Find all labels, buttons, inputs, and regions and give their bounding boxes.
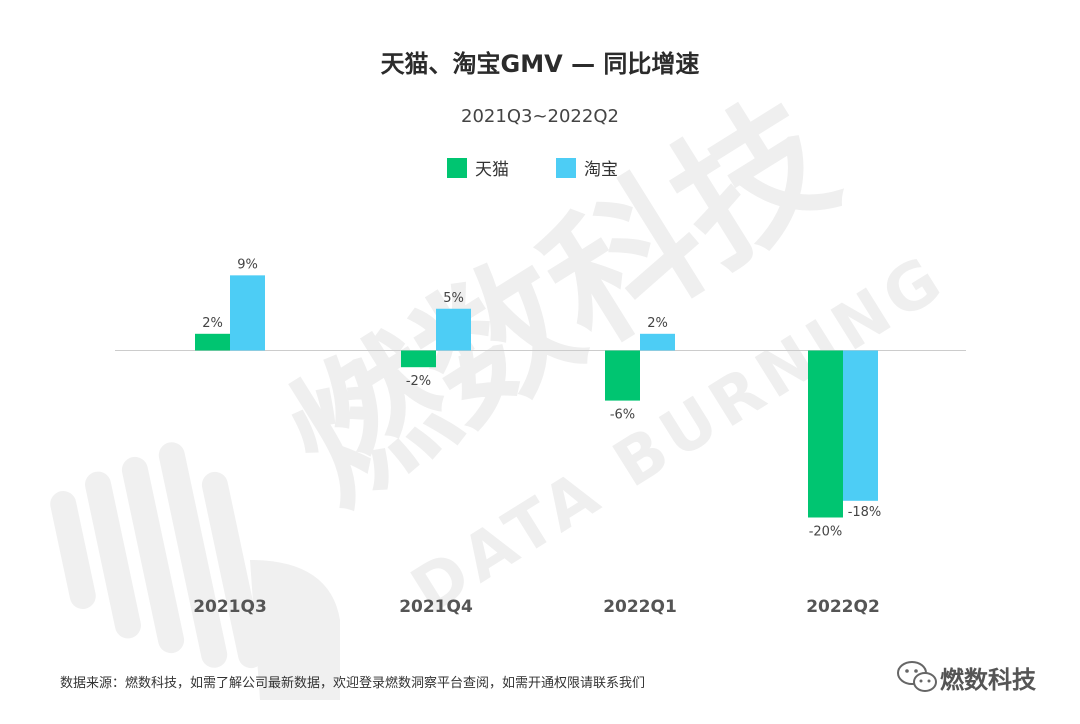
category-label-2021Q4: 2021Q4 [399, 597, 473, 617]
data-label-taobao-2022Q2: -18% [848, 505, 882, 520]
footer-brand: 燃数科技 [940, 666, 1037, 694]
legend-swatch-tmall [447, 158, 467, 178]
data-label-tmall-2022Q1: -6% [610, 408, 635, 423]
category-label-2021Q3: 2021Q3 [193, 597, 267, 617]
bars-layer [195, 275, 878, 518]
data-label-tmall-2021Q3: 2% [202, 316, 223, 331]
data-label-taobao-2021Q3: 9% [237, 257, 258, 272]
bar-taobao-2021Q3 [230, 275, 265, 351]
bar-taobao-2022Q1 [640, 333, 675, 351]
legend-label-taobao: 淘宝 [584, 160, 618, 180]
data-label-tmall-2022Q2: -20% [809, 525, 843, 540]
footer-source: 数据来源：燃数科技，如需了解公司最新数据，欢迎登录燃数洞察平台查阅，如需开通权限… [60, 675, 645, 691]
legend: 天猫 淘宝 [447, 158, 618, 180]
data-labels-layer: 2% 9% -2% 5% -6% 2% -20% -18% [202, 257, 881, 539]
bar-taobao-2022Q2 [843, 350, 878, 501]
category-label-2022Q2: 2022Q2 [806, 597, 880, 617]
watermark-stripes-logo [50, 442, 340, 700]
data-label-tmall-2021Q4: -2% [406, 374, 431, 389]
category-label-2022Q1: 2022Q1 [603, 597, 677, 617]
wechat-icon [897, 661, 937, 692]
bar-taobao-2021Q4 [436, 308, 471, 351]
legend-swatch-taobao [556, 158, 576, 178]
chart-subtitle: 2021Q3~2022Q2 [461, 106, 619, 127]
legend-label-tmall: 天猫 [475, 160, 509, 180]
chart-title: 天猫、淘宝GMV — 同比增速 [381, 50, 700, 78]
data-label-taobao-2021Q4: 5% [443, 291, 464, 306]
bar-tmall-2022Q2 [808, 350, 843, 518]
category-labels-layer: 2021Q3 2021Q4 2022Q1 2022Q2 [193, 597, 880, 617]
bar-tmall-2021Q4 [401, 350, 436, 368]
bar-tmall-2021Q3 [195, 333, 230, 351]
bar-tmall-2022Q1 [605, 350, 640, 401]
data-label-taobao-2022Q1: 2% [647, 316, 668, 331]
